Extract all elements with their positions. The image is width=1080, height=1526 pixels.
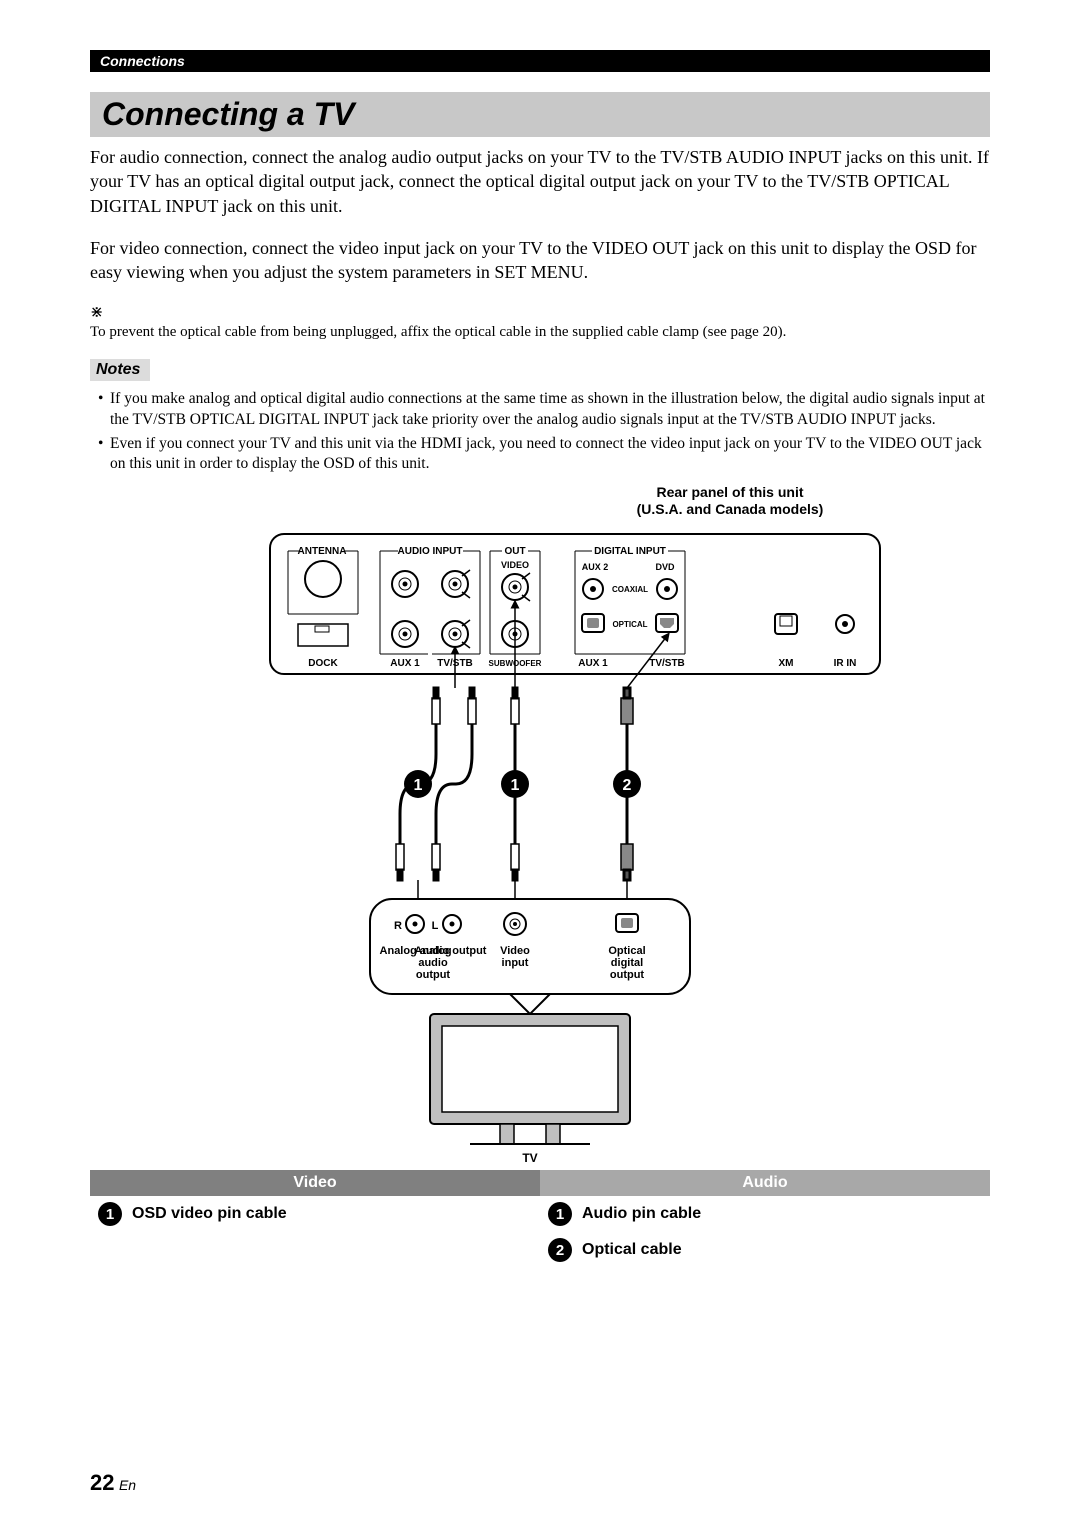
cable-legend: Video 1 OSD video pin cable Audio 1 Audi…	[90, 1170, 990, 1268]
note-item: If you make analog and optical digital a…	[98, 389, 990, 429]
rca-jack-icon	[392, 571, 418, 597]
svg-text:AUDIO INPUT: AUDIO INPUT	[398, 546, 463, 557]
optical-jack-icon	[582, 614, 604, 632]
tv-icon	[430, 1014, 630, 1144]
diagram-svg: ANTENNA DOCK AUDIO INPUT AUX 1 TV/STB	[180, 484, 900, 1164]
page-title: Connecting a TV	[90, 92, 990, 137]
svg-text:XM: XM	[779, 658, 794, 669]
cable-badge: 1	[404, 770, 432, 798]
svg-text:DIGITAL INPUT: DIGITAL INPUT	[594, 546, 666, 557]
legend-row: 1 OSD video pin cable	[90, 1196, 540, 1232]
svg-text:COAXIAL: COAXIAL	[612, 585, 648, 594]
legend-label: Audio pin cable	[582, 1205, 701, 1223]
cable-badge: 2	[613, 770, 641, 798]
coax-jack-icon	[583, 579, 603, 599]
svg-text:Videoinput: Videoinput	[500, 945, 530, 969]
dock-jack-icon	[298, 624, 348, 646]
connection-diagram: Rear panel of this unit (U.S.A. and Cana…	[90, 484, 990, 1164]
rca-jack-icon	[442, 570, 470, 598]
svg-text:Analogaudiooutput: Analogaudiooutput	[414, 945, 451, 981]
svg-text:AUX 1: AUX 1	[578, 658, 608, 669]
rca-jack-icon	[502, 573, 530, 601]
svg-text:IR IN: IR IN	[834, 658, 857, 669]
svg-text:1: 1	[414, 777, 423, 794]
svg-text:AUX 2: AUX 2	[582, 562, 609, 572]
legend-row: 1 Audio pin cable	[540, 1196, 990, 1232]
svg-text:OPTICAL: OPTICAL	[612, 620, 647, 629]
optical-jack-icon	[656, 614, 678, 632]
svg-text:VIDEO: VIDEO	[501, 560, 529, 570]
antenna-group: ANTENNA DOCK	[288, 546, 358, 669]
legend-row: 2 Optical cable	[540, 1232, 990, 1268]
coax-jack-icon	[657, 579, 677, 599]
svg-text:TV: TV	[522, 1151, 537, 1164]
svg-text:ANTENNA: ANTENNA	[298, 546, 347, 557]
svg-text:DOCK: DOCK	[308, 658, 338, 669]
intro-paragraph-2: For video connection, connect the video …	[90, 236, 990, 285]
svg-text:1: 1	[511, 777, 520, 794]
svg-text:R: R	[394, 920, 402, 932]
section-header: Connections	[90, 50, 990, 72]
digital-input-group: DIGITAL INPUT AUX 2 DVD COAXIAL OPTICAL …	[575, 546, 685, 669]
page-lang: En	[119, 1477, 136, 1493]
video-cable	[511, 604, 519, 914]
svg-text:TV/STB: TV/STB	[649, 658, 685, 669]
antenna-jack-icon	[305, 561, 341, 597]
page-number: 22 En	[90, 1470, 136, 1496]
legend-label: Optical cable	[582, 1241, 682, 1259]
page-number-value: 22	[90, 1470, 114, 1495]
cable-badge: 1	[501, 770, 529, 798]
tip-text: To prevent the optical cable from being …	[90, 324, 990, 341]
notes-list: If you make analog and optical digital a…	[90, 389, 990, 474]
audio-input-group: AUDIO INPUT AUX 1 TV/STB	[380, 546, 480, 669]
legend-audio-col: Audio 1 Audio pin cable 2 Optical cable	[540, 1170, 990, 1268]
notes-heading: Notes	[90, 359, 150, 381]
svg-text:OUT: OUT	[504, 546, 525, 557]
legend-head-audio: Audio	[540, 1170, 990, 1196]
rca-jack-icon	[442, 620, 470, 648]
panel-caption-line: (U.S.A. and Canada models)	[637, 501, 824, 517]
note-item: Even if you connect your TV and this uni…	[98, 434, 990, 474]
svg-text:L: L	[432, 920, 439, 932]
legend-badge: 2	[548, 1238, 572, 1262]
svg-text:AUX 1: AUX 1	[390, 658, 420, 669]
legend-label: OSD video pin cable	[132, 1205, 287, 1223]
svg-text:DVD: DVD	[655, 562, 675, 572]
ir-jack-icon	[836, 615, 854, 633]
legend-head-video: Video	[90, 1170, 540, 1196]
legend-badge: 1	[548, 1202, 572, 1226]
legend-video-col: Video 1 OSD video pin cable	[90, 1170, 540, 1268]
section-name: Connections	[100, 53, 185, 69]
xm-jack-icon	[775, 614, 797, 634]
panel-caption-line: Rear panel of this unit	[656, 484, 803, 500]
svg-text:2: 2	[623, 777, 632, 794]
panel-caption: Rear panel of this unit (U.S.A. and Cana…	[590, 484, 870, 518]
xm-irin-group: XM IR IN	[775, 614, 856, 669]
rca-jack-icon	[392, 621, 418, 647]
legend-badge: 1	[98, 1202, 122, 1226]
svg-text:Opticaldigitaloutput: Opticaldigitaloutput	[608, 945, 645, 981]
tip-icon: ⋇	[90, 302, 990, 322]
intro-paragraph-1: For audio connection, connect the analog…	[90, 145, 990, 218]
